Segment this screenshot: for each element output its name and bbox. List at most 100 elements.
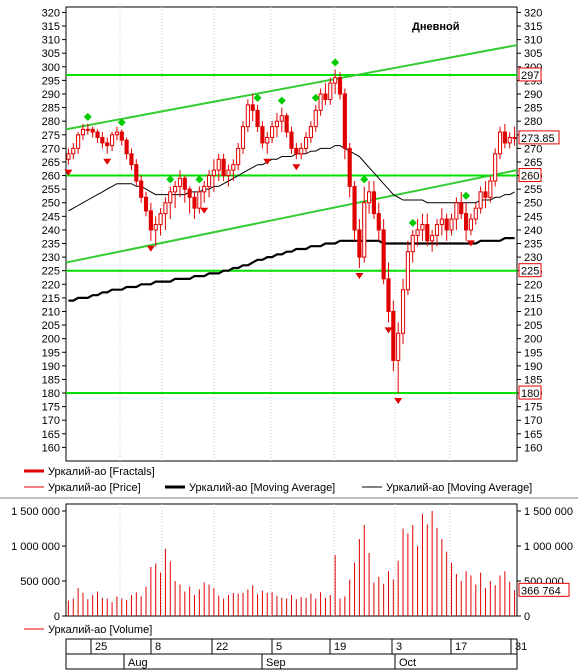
candle-body xyxy=(66,153,71,160)
down-fractal-marker xyxy=(384,327,393,334)
candle-body xyxy=(250,104,255,111)
x-month-label: Aug xyxy=(128,657,148,669)
candle-body xyxy=(206,175,212,187)
down-fractal-marker xyxy=(355,272,364,279)
y-tick-label-right: 210 xyxy=(524,306,542,318)
up-fractal-marker xyxy=(311,93,320,102)
y-tick-label-right: 220 xyxy=(524,279,542,291)
y-tick-label-left: 320 xyxy=(42,7,60,19)
candle-body xyxy=(352,185,357,231)
vol-tick-label-left: 1 000 000 xyxy=(11,541,60,553)
candle-body xyxy=(434,223,440,236)
candle-body xyxy=(168,191,173,204)
candle-body xyxy=(381,229,386,280)
y-tick-label-right: 285 xyxy=(524,103,542,115)
candle-body xyxy=(313,109,318,128)
candle-body xyxy=(221,158,226,177)
y-tick-label-right: 170 xyxy=(524,415,542,427)
candle-body xyxy=(245,104,250,128)
y-tick-label-right: 215 xyxy=(524,293,542,305)
candle-body xyxy=(362,202,367,258)
candle-body xyxy=(303,136,309,149)
x-day-label: 19 xyxy=(334,641,346,653)
vol-tick-label-right: 1 500 000 xyxy=(524,506,573,518)
x-day-label: 5 xyxy=(276,641,282,653)
candle-body xyxy=(415,229,420,236)
candle-body xyxy=(371,191,377,215)
candle-body xyxy=(308,126,313,138)
x-day-label: 3 xyxy=(396,641,402,653)
candle-body xyxy=(139,180,144,198)
y-tick-label-right: 205 xyxy=(524,320,542,332)
volume-last-box xyxy=(518,582,570,597)
level-badge: 225 xyxy=(521,266,539,278)
y-tick-label-right: 165 xyxy=(524,429,542,441)
candle-body xyxy=(400,289,406,334)
down-fractal-marker xyxy=(263,158,272,165)
candle-body xyxy=(318,93,323,111)
level-badge-box xyxy=(518,385,542,400)
y-tick-label-right: 305 xyxy=(524,48,542,60)
y-tick-label-left: 280 xyxy=(42,116,60,128)
y-tick-label-left: 225 xyxy=(42,266,60,278)
candle-body xyxy=(148,210,153,231)
candle-body xyxy=(226,169,231,177)
level-badges: 297 260 225 180 273.85 xyxy=(518,67,560,400)
candle-body xyxy=(459,202,464,215)
candle-body xyxy=(158,213,163,225)
legend-fractals: Уркалий-ао [Fractals] xyxy=(48,466,155,478)
y-tick-label-left: 215 xyxy=(42,293,60,305)
legend-price: Уркалий-ао [Price] xyxy=(48,482,141,494)
candle-body xyxy=(454,202,459,220)
candle-body xyxy=(153,223,158,231)
y-tick-label-left: 165 xyxy=(42,429,60,441)
candle-body xyxy=(488,180,493,198)
candle-body xyxy=(289,131,294,149)
candle-body xyxy=(449,218,454,231)
price-grid xyxy=(119,7,451,461)
candle-body xyxy=(420,223,425,231)
candle-body xyxy=(71,147,76,155)
candle-body xyxy=(114,131,119,136)
volume-bars xyxy=(67,511,516,616)
y-tick-label-right: 270 xyxy=(524,143,542,155)
down-fractal-marker xyxy=(466,240,475,247)
y-tick-label-left: 190 xyxy=(42,361,60,373)
candle-body xyxy=(483,191,488,198)
x-day-label: 22 xyxy=(216,641,228,653)
candle-body xyxy=(512,136,517,139)
vol-tick-label-right: 0 xyxy=(524,611,530,623)
candle-body xyxy=(80,128,86,136)
x-month-label: Oct xyxy=(399,657,416,669)
candle-body xyxy=(255,109,260,128)
candle-body xyxy=(444,218,449,231)
candle-body xyxy=(468,218,474,231)
level-badge: 260 xyxy=(521,171,539,183)
down-fractal-marker xyxy=(292,164,301,171)
candle-body xyxy=(124,139,129,155)
up-fractal-marker xyxy=(117,118,126,127)
y-tick-label-right: 190 xyxy=(524,361,542,373)
candle-body xyxy=(357,229,362,258)
vol-tick-label-left: 0 xyxy=(54,611,60,623)
level-badge: 180 xyxy=(521,388,539,400)
y-tick-label-right: 240 xyxy=(524,225,542,237)
y-tick-label-left: 195 xyxy=(42,347,60,359)
candle-body xyxy=(129,153,134,166)
candle-body xyxy=(76,134,81,149)
candle-body xyxy=(265,136,270,144)
y-tick-label-right: 290 xyxy=(524,89,542,101)
candle-body xyxy=(143,196,149,212)
candle-body xyxy=(279,115,284,122)
x-month-label: Sep xyxy=(266,657,286,669)
down-fractal-marker xyxy=(200,207,209,214)
legend-ma-thin: Уркалий-ао [Moving Average] xyxy=(386,482,532,494)
fractals xyxy=(64,58,475,405)
up-fractal-marker xyxy=(277,96,286,105)
candle-body xyxy=(405,251,410,291)
y-tick-label-right: 195 xyxy=(524,347,542,359)
y-tick-label-left: 300 xyxy=(42,62,60,74)
y-tick-label-left: 305 xyxy=(42,48,60,60)
